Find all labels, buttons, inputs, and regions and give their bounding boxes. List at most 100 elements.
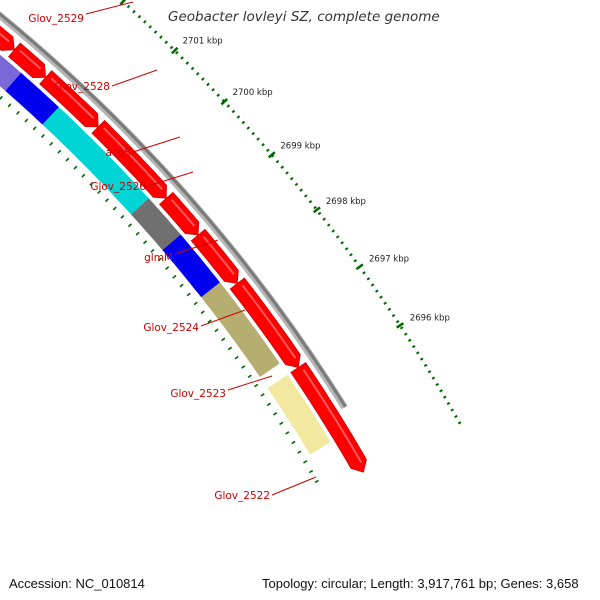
ruler-minor-tick [344,247,349,251]
map-title: Geobacter lovleyi SZ, complete genome [168,9,440,25]
forward-cds-track [0,25,367,473]
ruler-minor-tick [423,363,428,368]
ruler-minor-tick [256,137,260,141]
ruler-minor-tick [407,338,412,343]
label-leader-line [85,1,134,15]
feature-block [201,282,280,377]
ruler-minor-tick [450,408,454,412]
ruler-major-tick [119,0,127,6]
inner-minor-tick [285,431,290,435]
inner-minor-tick [193,301,198,306]
ruler-minor-tick [251,131,255,136]
ruler-minor-tick [236,115,241,119]
ruler-tick-label: 2701 kbp [183,37,223,47]
ruler-minor-tick [221,98,226,103]
feature-block [162,234,220,298]
label-leader-line [271,476,317,496]
ruler-minor-tick [241,120,246,125]
gene-label: glmM [144,252,173,264]
ruler-minor-tick [322,217,326,221]
inner-minor-tick [81,173,86,178]
ruler-minor-tick [435,382,439,387]
inner-minor-tick [41,133,45,138]
ruler-minor-tick [383,301,387,305]
inner-minor-tick [7,103,12,108]
inner-minor-tick [214,328,219,333]
cds-arrow [290,361,367,473]
ruler-minor-tick [379,295,383,299]
inner-minor-tick [150,248,155,253]
gene-label: Glov_2523 [170,388,226,400]
cds-arrow-highlight [0,32,10,43]
ruler-minor-tick [399,326,404,330]
inner-minor-tick [308,469,314,474]
ruler-minor-tick [419,357,424,361]
ruler-minor-tick [340,241,344,245]
gene-label: Glov_2522 [214,490,270,502]
cds-arrow [8,42,47,79]
ruler-minor-tick [231,109,236,114]
ruler-minor-tick [285,171,289,175]
inner-minor-tick [104,198,109,203]
ruler-minor-tick [326,223,331,227]
inner-minor-tick [291,440,296,445]
inner-minor-tick [260,393,265,397]
inner-minor-tick [241,365,246,369]
gene-label: Glov_2528 [54,81,110,93]
ruler-major-tick [355,263,364,271]
inner-minor-tick [200,310,205,315]
inner-minor-tick [227,346,233,351]
ruler-minor-tick [403,332,408,336]
ruler-minor-tick [266,148,270,153]
gene-label: Glov_2526 [90,181,146,193]
ruler-minor-tick [443,395,447,399]
inner-minor-tick [221,337,226,342]
ruler-minor-tick [454,414,458,419]
ruler-major-tick [267,151,276,159]
ruler-minor-tick [143,20,147,24]
ruler-minor-tick [303,194,308,198]
inner-minor-tick [49,141,54,146]
ruler-minor-tick [211,88,215,92]
ruler-minor-tick [366,277,371,281]
cds-arrow [229,277,301,368]
inner-minor-tick [24,118,29,123]
inner-minor-tick [127,223,133,228]
ruler-minor-tick [270,154,275,158]
ruler-minor-tick [275,159,280,164]
ruler-tick-label: 2698 kbp [326,197,366,207]
ruler-minor-tick [317,211,322,216]
ruler-minor-tick [375,289,379,293]
gene-label: Glov_2529 [28,13,84,25]
feature-block [0,54,22,91]
ruler-minor-tick [349,253,353,257]
gene-labels: Glov_2529 Glov_2528 acpS Glov_2526 glmM Glov_… [28,1,317,502]
inner-minor-tick [186,292,191,297]
ruler-minor-tick [313,205,317,210]
ruler-minor-tick [411,344,416,349]
feature-track [0,54,331,455]
ruler-major-tick [396,322,405,329]
label-leader-line [200,309,246,327]
ruler-minor-tick [362,271,366,275]
cds-arrow [39,70,99,128]
inner-minor-tick [179,283,184,288]
ruler-tick-label: 2696 kbp [410,314,450,324]
inner-minor-tick [73,165,78,170]
cds-arrow-highlight [50,77,95,119]
label-leader-line [132,136,181,153]
feature-block [131,198,181,251]
inner-minor-tick [207,319,212,324]
ruler-minor-tick [175,50,179,55]
inner-minor-tick [32,126,37,131]
ruler-minor-tick [246,126,251,130]
ruler-minor-tick [457,421,462,425]
ruler-tick-label: 2700 kbp [233,88,273,98]
inner-minor-tick [266,402,271,407]
inner-minor-tick [303,460,308,464]
backbone [0,11,348,410]
cds-arrow-highlight [19,49,42,70]
ruler-tick-label: 2697 kbp [369,255,409,265]
